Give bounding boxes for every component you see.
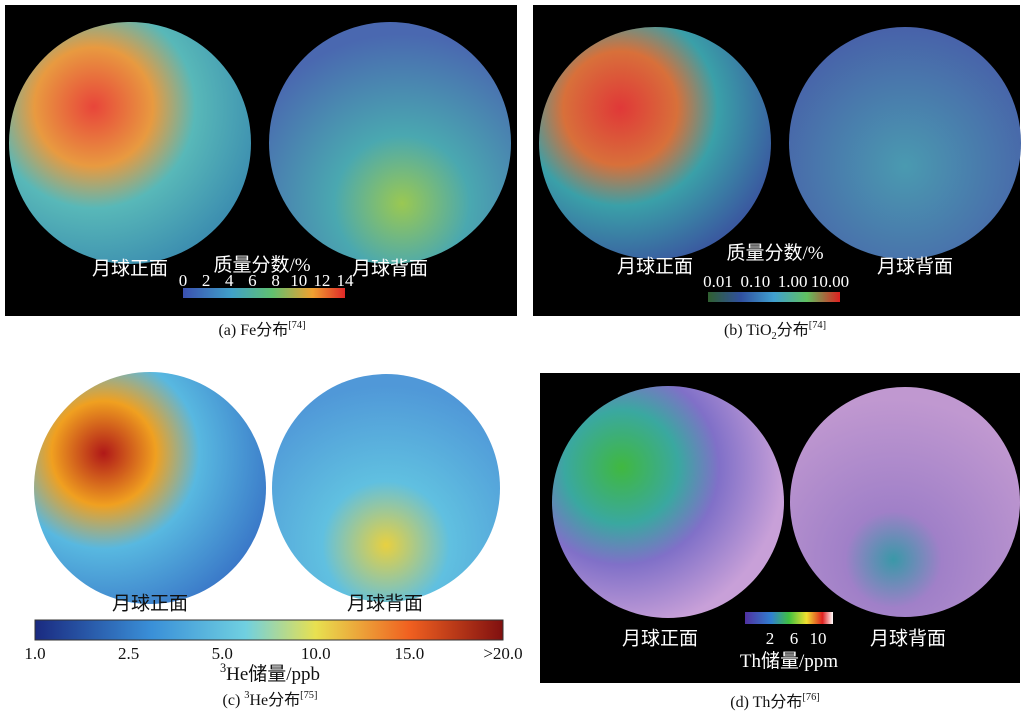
scale-tick-label: 8	[271, 271, 280, 290]
scale-tick-label: 0	[179, 271, 188, 290]
scale-tick-label: 10.0	[301, 644, 331, 663]
front-label: 月球正面	[622, 627, 698, 649]
caption: (c) 3He分布[75]	[223, 690, 318, 709]
front-label: 月球正面	[112, 592, 188, 614]
scale-tick-label: 14	[337, 271, 355, 290]
back-label: 月球背面	[352, 257, 428, 279]
text-part: [75]	[300, 690, 317, 701]
text-part: [76]	[802, 692, 819, 703]
moon-back	[789, 27, 1021, 259]
text-part: (a) Fe分布	[218, 321, 288, 339]
moon-front	[34, 372, 266, 604]
back-label: 月球背面	[877, 255, 953, 277]
text-part: He分布	[249, 691, 300, 709]
front-label: 月球正面	[92, 257, 168, 279]
text-part: (d) Th分布	[730, 693, 802, 711]
scale-tick-label: 1.00	[778, 272, 808, 291]
scale-title: 3He储量/ppb	[220, 661, 320, 686]
scale-tick-label: 0.01	[703, 272, 733, 291]
scale-tick-label: 1.0	[24, 644, 45, 663]
scale-tick-label: 2.5	[118, 644, 139, 663]
scale-tick-label: 10.00	[811, 272, 849, 291]
back-label: 月球背面	[347, 592, 423, 614]
back-label: 月球背面	[870, 627, 946, 649]
colorbar	[708, 292, 840, 302]
text-part: (b) TiO	[724, 322, 772, 339]
scale-tick-label: 2	[766, 629, 775, 648]
moon-front	[9, 22, 251, 264]
colorbar	[745, 612, 833, 624]
caption: (d) Th分布[76]	[730, 692, 819, 711]
moon-front	[552, 386, 784, 618]
colorbar	[35, 620, 503, 640]
text-part: [74]	[809, 320, 826, 331]
scale-tick-label: 2	[202, 271, 211, 290]
caption: (b) TiO2分布[74]	[724, 320, 826, 342]
caption: (a) Fe分布[74]	[218, 320, 305, 339]
scale-title: 质量分数/%	[726, 242, 823, 264]
scale-tick-label: 10	[290, 271, 307, 290]
text-part: Th储量/ppm	[740, 650, 838, 672]
scale-tick-label: 6	[248, 271, 257, 290]
scale-tick-label: >20.0	[483, 644, 522, 663]
moon-front	[539, 27, 771, 259]
scale-tick-label: 12	[313, 271, 330, 290]
moon-back	[269, 22, 511, 264]
scale-title: Th储量/ppm	[740, 650, 838, 672]
moon-back	[790, 387, 1020, 617]
text-part: (c)	[223, 692, 245, 709]
moon-back	[272, 374, 500, 602]
scale-tick-label: 15.0	[395, 644, 425, 663]
scale-tick-label: 10	[810, 629, 827, 648]
text-part: [74]	[288, 320, 305, 331]
figure: 月球正面月球背面质量分数/%02468101214(a) Fe分布[74]月球正…	[0, 0, 1025, 717]
panel-d	[540, 373, 1020, 683]
text-part: 质量分数/%	[726, 242, 823, 264]
panel-c	[34, 372, 503, 640]
scale-tick-label: 5.0	[212, 644, 233, 663]
scale-tick-label: 4	[225, 271, 234, 290]
scale-tick-label: 0.10	[740, 272, 770, 291]
text-part: 分布	[777, 321, 809, 339]
text-part: He储量/ppb	[226, 663, 320, 685]
front-label: 月球正面	[617, 255, 693, 277]
scale-tick-label: 6	[790, 629, 799, 648]
